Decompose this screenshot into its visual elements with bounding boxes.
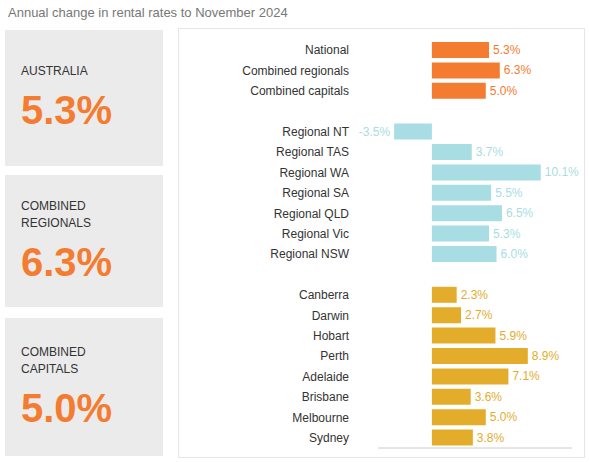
svg-text:5.9%: 5.9% [499,329,527,343]
html-text:COMBINED CAPITALS: COMBINED CAPITALS [21,344,86,376]
svg-text:Darwin: Darwin [312,309,349,323]
svg-text:3.7%: 3.7% [476,145,504,159]
svg-text:6.3%: 6.3% [504,63,532,77]
svg-text:Regional TAS: Regional TAS [276,145,349,159]
svg-text:Regional QLD: Regional QLD [274,207,350,221]
svg-text:5.3%: 5.3% [493,43,521,57]
html-text:5.3%: 5.3% [21,88,113,132]
svg-text:Regional NSW: Regional NSW [270,247,349,261]
svg-text:Sydney: Sydney [309,431,349,445]
svg-text:5.0%: 5.0% [490,410,518,424]
svg-text:Perth: Perth [320,349,349,363]
svg-text:7.1%: 7.1% [512,369,540,383]
svg-text:3.6%: 3.6% [475,390,503,404]
svg-text:5.0%: 5.0% [490,84,518,98]
svg-text:National: National [305,43,349,57]
svg-text:-3.5%: -3.5% [359,125,391,139]
svg-text:Hobart: Hobart [313,329,350,343]
svg-text:10.1%: 10.1% [545,165,579,179]
svg-text:Adelaide: Adelaide [302,370,349,384]
svg-text:5.3%: 5.3% [493,227,521,241]
svg-text:3.8%: 3.8% [477,431,505,445]
html-text:5.0%: 5.0% [21,385,113,430]
svg-text:Combined capitals: Combined capitals [250,84,349,98]
html-text:6.3%: 6.3% [21,239,113,284]
svg-text:6.5%: 6.5% [506,206,534,220]
svg-text:Brisbane: Brisbane [302,390,350,404]
svg-text:Canberra: Canberra [299,288,349,302]
svg-text:Regional WA: Regional WA [279,166,349,180]
html-text:Annual change in rental rates: Annual change in rental rates to Novembe… [8,5,288,20]
svg-text:Regional NT: Regional NT [282,125,349,139]
svg-text:Combined regionals: Combined regionals [242,64,349,78]
svg-text:Regional Vic: Regional Vic [282,227,349,241]
html-text:COMBINED REGIONALS: COMBINED REGIONALS [21,198,91,230]
html-text:AUSTRALIA: AUSTRALIA [21,64,88,78]
svg-text:Regional SA: Regional SA [282,186,349,200]
svg-text:2.7%: 2.7% [465,308,493,322]
svg-text:6.0%: 6.0% [501,247,529,261]
svg-text:8.9%: 8.9% [532,349,560,363]
svg-text:5.5%: 5.5% [495,186,523,200]
svg-text:Melbourne: Melbourne [292,411,349,425]
svg-text:2.3%: 2.3% [461,288,489,302]
